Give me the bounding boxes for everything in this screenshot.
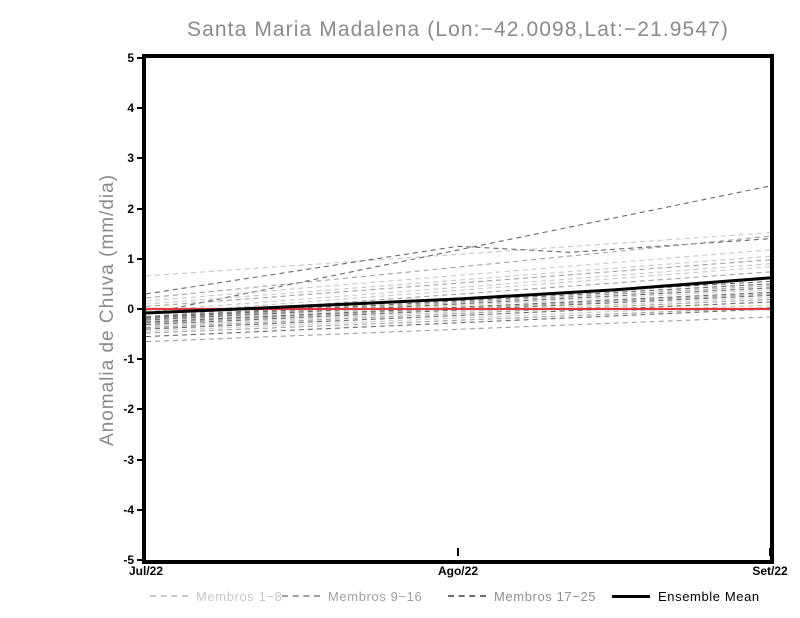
y-tick-mark	[137, 157, 145, 160]
y-tick-mark	[137, 458, 145, 461]
dashed-line-sample-icon	[282, 595, 320, 597]
legend: Membros 1−8 Membros 9−16 Membros 17−25 E…	[0, 586, 800, 610]
y-tick-label: 2	[127, 201, 134, 216]
y-tick-mark	[137, 408, 145, 411]
y-tick-mark	[137, 508, 145, 511]
dashed-line-sample-icon	[150, 595, 188, 597]
legend-label: Ensemble Mean	[658, 588, 760, 604]
y-tick-mark	[137, 57, 145, 59]
y-tick-mark	[137, 257, 145, 260]
y-tick-label: 4	[127, 101, 134, 116]
y-tick-mark	[137, 559, 145, 561]
y-tick-label: 1	[127, 251, 134, 266]
legend-label: Membros 9−16	[328, 588, 423, 604]
member-line-4	[145, 235, 771, 299]
y-tick-label: -1	[123, 352, 134, 367]
legend-item-membros-17-25: Membros 17−25	[448, 586, 596, 606]
y-tick-mark	[137, 358, 145, 361]
dashed-line-sample-icon	[448, 595, 486, 597]
legend-item-membros-1-8: Membros 1−8	[150, 586, 282, 606]
legend-item-membros-9-16: Membros 9−16	[282, 586, 422, 606]
plot-frame	[142, 54, 774, 564]
legend-label: Membros 17−25	[494, 588, 597, 604]
solid-line-sample-icon	[612, 594, 650, 598]
x-tick-label: Set/22	[752, 564, 788, 578]
y-tick-label: -4	[123, 502, 134, 517]
y-tick-label: -5	[123, 553, 134, 567]
x-tick-label: Jul/22	[128, 564, 164, 578]
x-tick-mark	[769, 548, 771, 556]
y-tick-label: -3	[123, 452, 134, 467]
y-tick-mark	[137, 107, 145, 110]
ensemble-mean-line	[145, 276, 771, 315]
y-tick-label: 3	[127, 151, 134, 166]
y-tick-mark	[137, 207, 145, 210]
y-tick-label: 0	[127, 302, 134, 316]
y-tick-mark	[137, 308, 145, 310]
x-tick-label: Ago/22	[437, 564, 478, 578]
y-tick-label: -2	[123, 402, 134, 417]
x-tick-mark	[457, 548, 459, 556]
legend-item-ensemble-mean: Ensemble Mean	[612, 586, 760, 606]
plot-lines	[145, 185, 771, 343]
legend-label: Membros 1−8	[196, 588, 283, 604]
member-line-2	[145, 238, 771, 295]
member-line-3	[145, 185, 771, 315]
chart-title: Santa Maria Madalena (Lon:−42.0098,Lat:−…	[187, 18, 729, 41]
y-tick-label: 5	[127, 51, 134, 65]
